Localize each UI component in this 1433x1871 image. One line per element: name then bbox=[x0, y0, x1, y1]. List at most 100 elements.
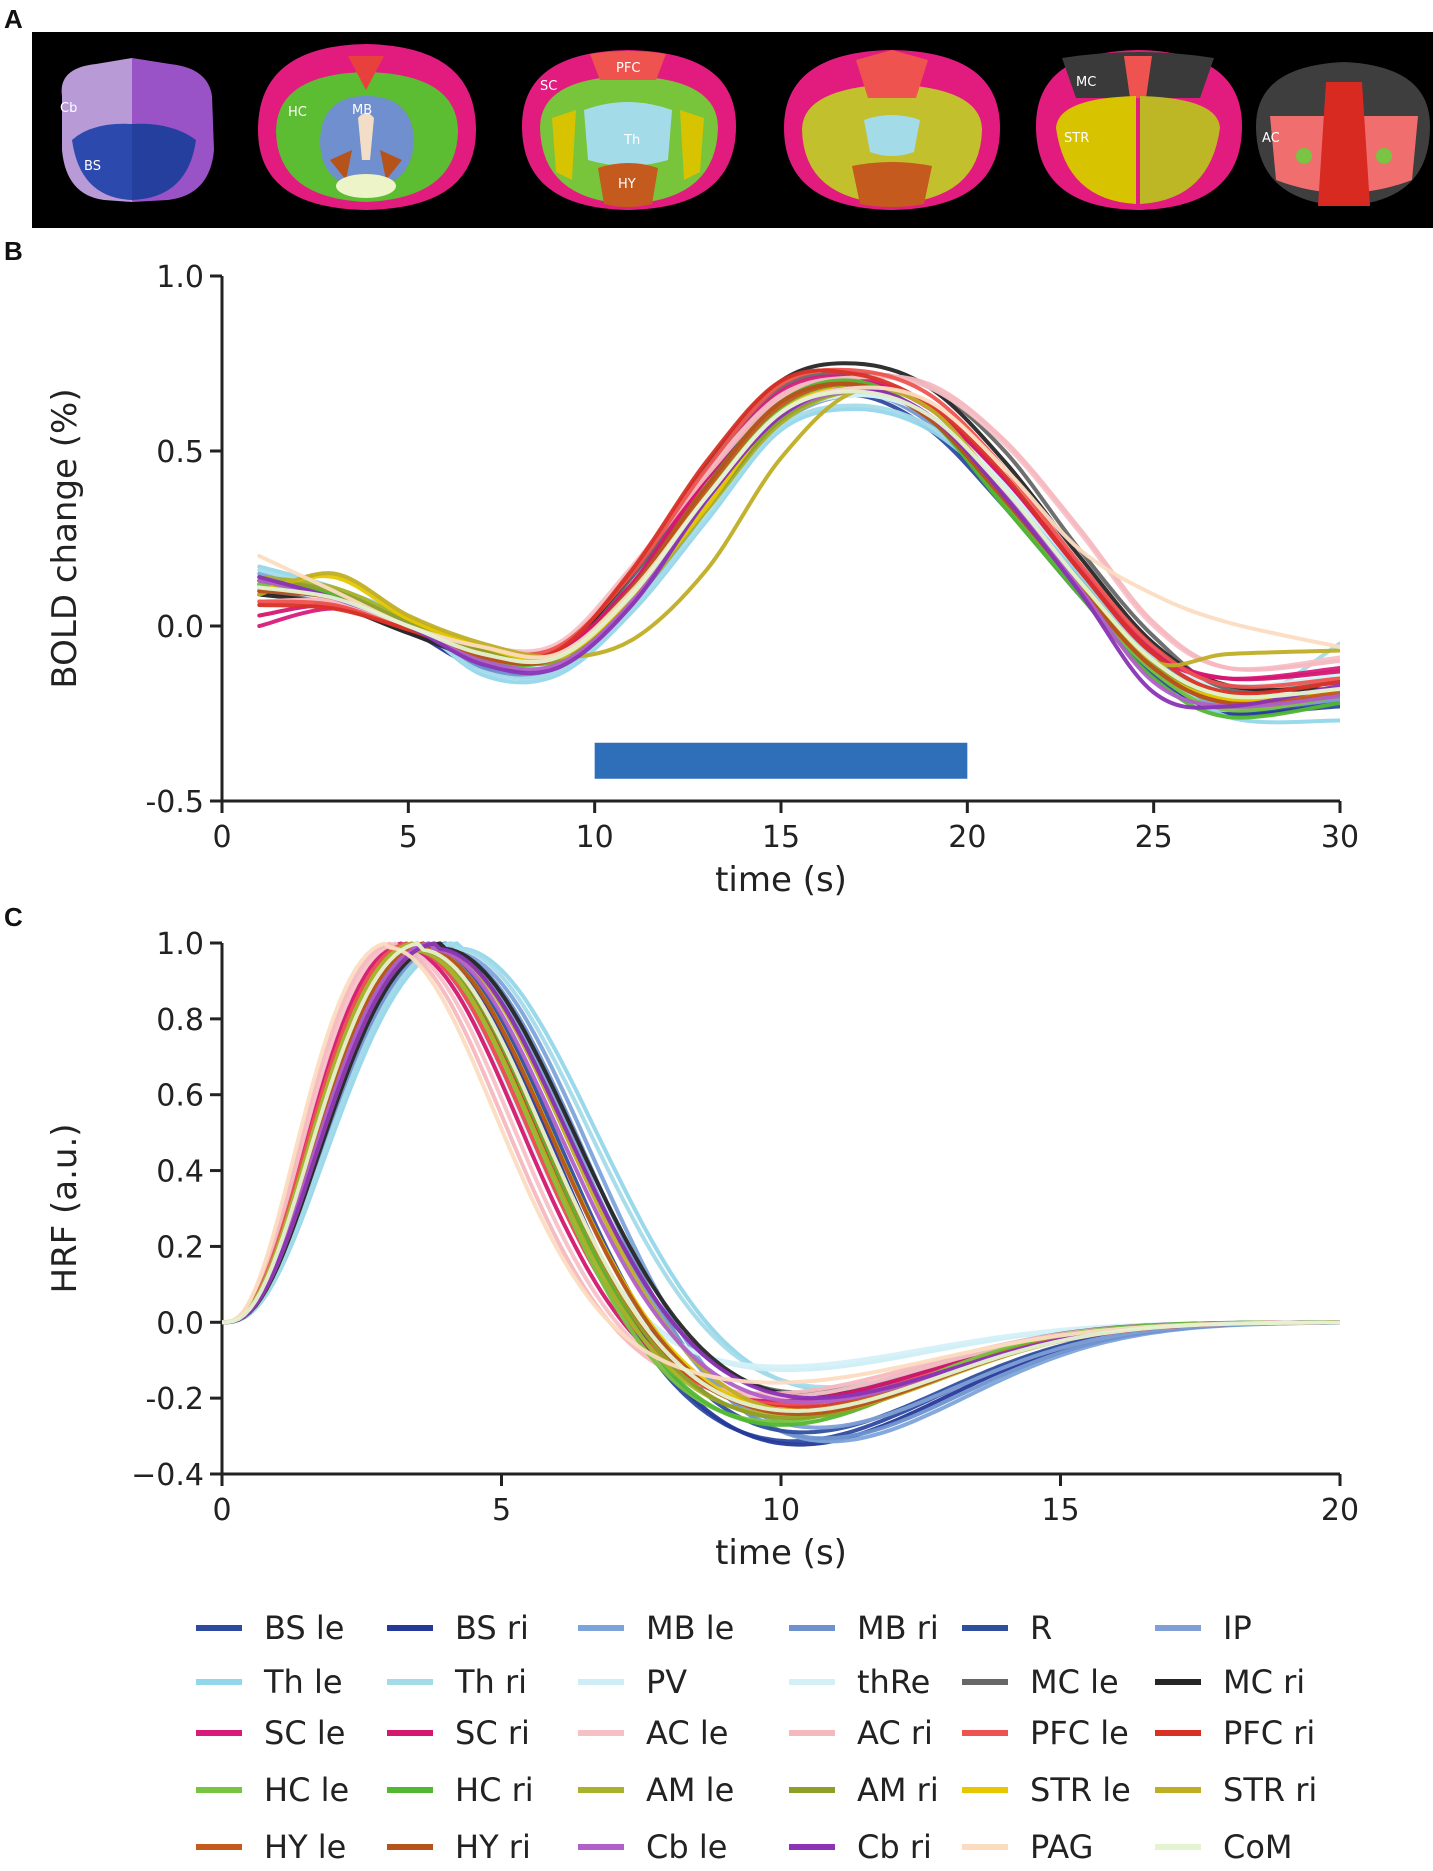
hrf-line-com bbox=[222, 941, 1340, 1413]
hrf-line-str-le bbox=[222, 941, 1340, 1413]
hrf-y-tick-label: -0.2 bbox=[145, 1382, 204, 1417]
legend-item-cb-le: Cb le bbox=[578, 1828, 727, 1866]
legend-label: MB le bbox=[646, 1609, 734, 1647]
hrf-x-tick-label: 5 bbox=[492, 1493, 511, 1528]
hrf-y-tick-label: 0.6 bbox=[156, 1079, 204, 1114]
atlas-label-str: STR bbox=[1064, 131, 1089, 146]
legend-label: AC le bbox=[646, 1714, 728, 1752]
hrf-line-sc-ri bbox=[222, 941, 1340, 1403]
hrf-y-tick-label: 0.0 bbox=[156, 1306, 204, 1341]
hrf-line-sc-le bbox=[222, 941, 1340, 1407]
bold-line-cb-ri bbox=[257, 386, 1340, 710]
legend-label: IP bbox=[1223, 1609, 1252, 1647]
atlas-label-th: Th bbox=[623, 133, 640, 148]
legend-label: AM le bbox=[646, 1771, 734, 1809]
legend-label: SC ri bbox=[455, 1714, 530, 1752]
legend-label: AM ri bbox=[857, 1771, 939, 1809]
legend-item-th-ri: Th ri bbox=[387, 1663, 527, 1701]
hrf-x-tick-label: 15 bbox=[1041, 1493, 1079, 1528]
legend-item-pag: PAG bbox=[962, 1828, 1093, 1866]
legend-item-hc-ri: HC ri bbox=[387, 1771, 534, 1809]
atlas-slice-3: SC PFC Th HY bbox=[522, 50, 736, 210]
legend-label: HY ri bbox=[455, 1828, 531, 1866]
hrf-line-pfc-le bbox=[222, 941, 1340, 1407]
legend-label: MC ri bbox=[1223, 1663, 1305, 1701]
legend-item-hc-le: HC le bbox=[196, 1771, 349, 1809]
legend-label: HC le bbox=[264, 1771, 349, 1809]
bold-x-tick-label: 25 bbox=[1135, 820, 1173, 855]
legend-label: Cb le bbox=[646, 1828, 727, 1866]
bold-x-tick-label: 10 bbox=[576, 820, 614, 855]
atlas-label-hy: HY bbox=[618, 177, 636, 192]
hrf-line-pv bbox=[222, 941, 1340, 1373]
legend-label: Cb ri bbox=[857, 1828, 932, 1866]
legend-item-mb-ri: MB ri bbox=[789, 1609, 939, 1647]
hrf-series bbox=[222, 941, 1340, 1447]
bold-x-axis-title: time (s) bbox=[715, 860, 847, 900]
legend-label: thRe bbox=[857, 1663, 930, 1701]
legend-item-com: CoM bbox=[1155, 1828, 1293, 1866]
bold-line-hy-ri bbox=[257, 381, 1340, 707]
legend-label: R bbox=[1030, 1609, 1052, 1647]
legend-label: AC ri bbox=[857, 1714, 933, 1752]
hrf-y-tick-label: 1.0 bbox=[156, 927, 204, 962]
legend-item-pfc-le: PFC le bbox=[962, 1714, 1129, 1752]
legend-item-am-ri: AM ri bbox=[789, 1771, 939, 1809]
bold-y-axis-title: BOLD change (%) bbox=[45, 388, 85, 688]
bold-x-tick-label: 5 bbox=[399, 820, 418, 855]
atlas-label-pfc: PFC bbox=[616, 61, 640, 76]
legend-item-th-le: Th le bbox=[196, 1663, 343, 1701]
bold-y-tick-label: 1.0 bbox=[156, 260, 204, 295]
legend-item-bs-le: BS le bbox=[196, 1609, 344, 1647]
hrf-line-str-ri bbox=[222, 941, 1340, 1415]
hrf-y-tick-label: 0.2 bbox=[156, 1230, 204, 1265]
legend-item-bs-ri: BS ri bbox=[387, 1609, 529, 1647]
bold-line-com bbox=[257, 389, 1340, 700]
legend-label: Th ri bbox=[454, 1663, 527, 1701]
legend-label: BS le bbox=[264, 1609, 344, 1647]
bold-x-tick-label: 30 bbox=[1321, 820, 1359, 855]
legend-item-ip: IP bbox=[1155, 1609, 1252, 1647]
atlas-label-mc: MC bbox=[1076, 75, 1096, 90]
bold-x-tick-label: 0 bbox=[212, 820, 231, 855]
stimulus-bar bbox=[594, 742, 968, 779]
atlas-slice-2: HC MB bbox=[258, 44, 476, 210]
hrf-line-cb-le bbox=[222, 941, 1340, 1405]
legend-label: Th le bbox=[263, 1663, 343, 1701]
atlas-slice-6: AC bbox=[1256, 62, 1430, 206]
hrf-x-tick-label: 20 bbox=[1321, 1493, 1359, 1528]
hrf-x-tick-label: 0 bbox=[212, 1493, 231, 1528]
legend-label: SC le bbox=[264, 1714, 345, 1752]
hrf-line-am-le bbox=[222, 941, 1340, 1417]
legend-label: PFC ri bbox=[1223, 1714, 1315, 1752]
bold-x-tick-label: 20 bbox=[948, 820, 986, 855]
legend-item-mc-le: MC le bbox=[962, 1663, 1119, 1701]
hrf-y-tick-label: 0.4 bbox=[156, 1155, 204, 1190]
legend-label: HY le bbox=[264, 1828, 346, 1866]
legend-label: CoM bbox=[1223, 1828, 1293, 1866]
legend-item-hy-le: HY le bbox=[196, 1828, 346, 1866]
bold-y-tick-label: 0.5 bbox=[156, 435, 204, 470]
hrf-line-hc-ri bbox=[222, 941, 1340, 1427]
hrf-line-r bbox=[222, 941, 1340, 1435]
atlas-label-hc: HC bbox=[288, 105, 307, 120]
legend-label: MB ri bbox=[857, 1609, 939, 1647]
legend-item-str-le: STR le bbox=[962, 1771, 1131, 1809]
atlas-label-cb: Cb bbox=[60, 101, 77, 116]
hrf-x-tick-label: 10 bbox=[762, 1493, 800, 1528]
legend-item-am-le: AM le bbox=[578, 1771, 734, 1809]
legend-item-sc-ri: SC ri bbox=[387, 1714, 530, 1752]
bold-line-hy-le bbox=[257, 382, 1340, 706]
panel-c-letter: C bbox=[4, 902, 23, 932]
hrf-y-tick-label: −0.4 bbox=[131, 1458, 204, 1493]
legend: BS le BS ri MB le MB ri R IP Th le Th ri PV thRe M… bbox=[196, 1609, 1317, 1866]
legend-item-r: R bbox=[962, 1609, 1052, 1647]
bold-series bbox=[257, 361, 1340, 725]
panel-a-letter: A bbox=[4, 4, 23, 34]
legend-label: HC ri bbox=[455, 1771, 534, 1809]
hrf-chart: 1.0 0.8 0.6 0.4 0.2 0.0 -0.2 −0.40 5 10 15 20 time (… bbox=[45, 927, 1359, 1573]
legend-label: STR ri bbox=[1223, 1771, 1317, 1809]
hrf-line-th-ri bbox=[222, 941, 1340, 1390]
bold-y-tick-label: -0.5 bbox=[145, 785, 204, 820]
